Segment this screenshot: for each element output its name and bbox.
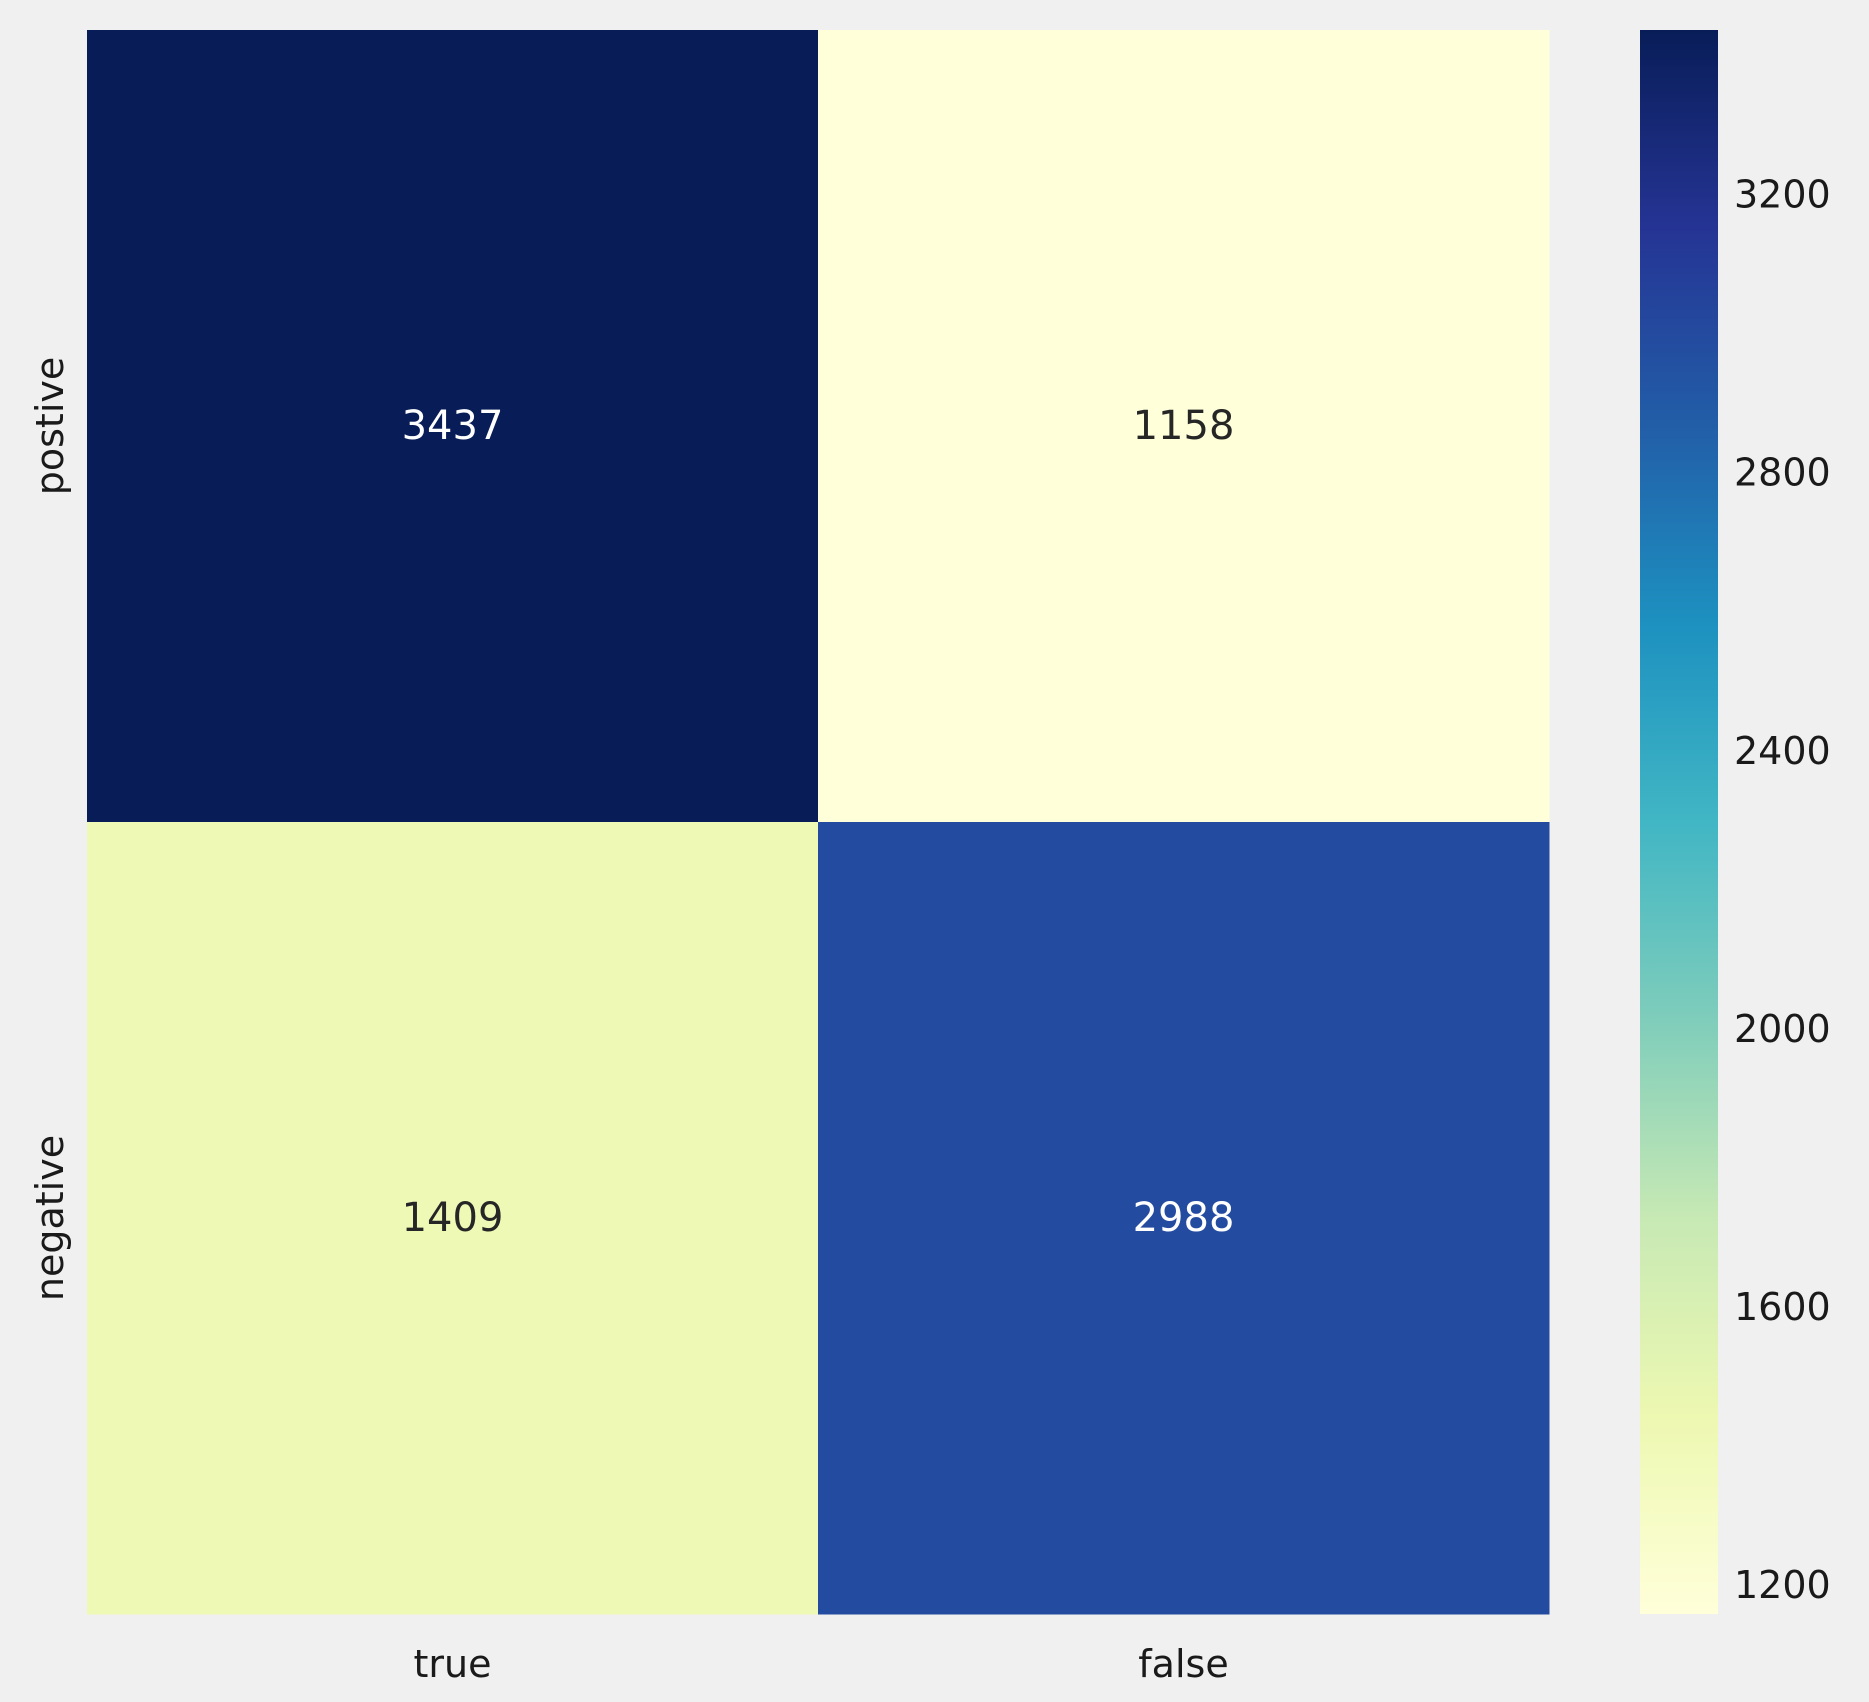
colorbar-tick-labels: 1200 1600 2000 2400 2800 3200 [1734, 173, 1831, 1607]
heatmap-cell [87, 822, 819, 1615]
y-axis-tick-labels: postive negative [28, 357, 72, 1301]
x-tick-label: true [414, 1642, 492, 1686]
cell-value-label: 2988 [1133, 1195, 1235, 1241]
cell-value-label: 1409 [402, 1195, 504, 1241]
cell-value-label: 3437 [402, 403, 504, 449]
colorbar-tick-label: 2400 [1734, 729, 1831, 773]
colorbar-tick-label: 3200 [1734, 173, 1831, 217]
heatmap-cell-labels: 3437 1158 1409 2988 [402, 403, 1235, 1241]
colorbar-tick-label: 1200 [1734, 1563, 1831, 1607]
colorbar-tick-label: 2000 [1734, 1007, 1831, 1051]
heatmap-cell [818, 30, 1550, 823]
heatmap-cell [818, 822, 1550, 1615]
heatmap-cells [87, 30, 1550, 1615]
x-tick-label: false [1138, 1642, 1228, 1686]
y-tick-label: postive [28, 357, 72, 496]
heatmap-cell [87, 30, 819, 823]
x-axis-tick-labels: true false [414, 1642, 1229, 1686]
colorbar-tick-label: 2800 [1734, 451, 1831, 495]
cell-value-label: 1158 [1133, 403, 1235, 449]
colorbar [1640, 30, 1718, 1614]
colorbar-tick-label: 1600 [1734, 1285, 1831, 1329]
y-tick-label: negative [28, 1135, 72, 1301]
